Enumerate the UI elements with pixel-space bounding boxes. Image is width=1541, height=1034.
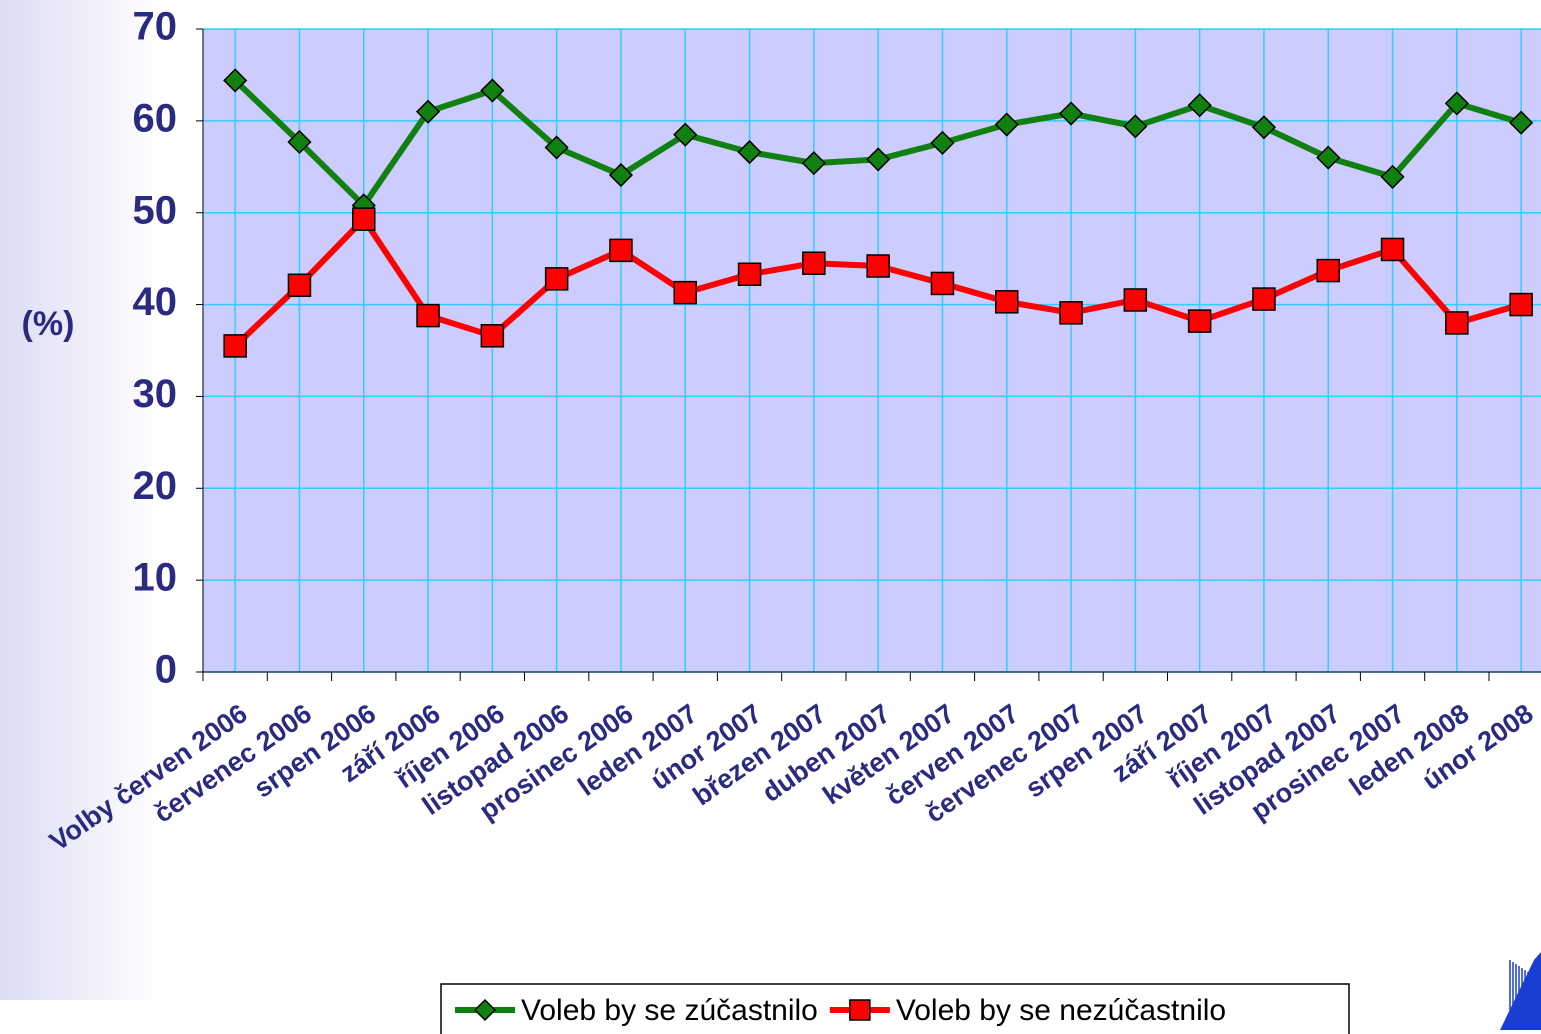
point xyxy=(737,262,762,287)
point xyxy=(866,254,890,278)
y-axis-label: (%) xyxy=(22,305,75,343)
legend-box xyxy=(440,983,1350,1034)
legend-marker xyxy=(473,998,497,1022)
y-tick-label: 30 xyxy=(133,372,178,416)
point xyxy=(673,280,697,305)
point xyxy=(352,207,376,231)
point xyxy=(480,324,505,348)
point xyxy=(1187,309,1212,333)
point xyxy=(223,334,247,358)
point xyxy=(1058,101,1084,126)
legend-marker xyxy=(849,999,871,1021)
point xyxy=(930,130,955,155)
point xyxy=(737,140,762,165)
point xyxy=(1445,311,1469,335)
point xyxy=(544,135,569,160)
point xyxy=(1252,287,1276,311)
point xyxy=(480,78,505,103)
point xyxy=(930,271,955,296)
point xyxy=(1123,288,1148,312)
point xyxy=(1380,164,1405,189)
point xyxy=(994,112,1019,137)
point xyxy=(287,129,312,155)
point xyxy=(223,68,248,93)
point xyxy=(415,99,441,124)
point xyxy=(1316,145,1341,170)
point xyxy=(801,151,826,176)
point xyxy=(802,251,826,275)
y-tick-label: 40 xyxy=(133,280,178,324)
y-tick-label: 20 xyxy=(133,464,178,508)
point xyxy=(1251,115,1277,140)
legend: Voleb by se zúčastnilo Voleb by se nezúča… xyxy=(440,983,1350,1034)
point xyxy=(1509,110,1534,135)
y-tick-label: 50 xyxy=(133,188,178,232)
point xyxy=(544,267,569,291)
point xyxy=(608,162,634,188)
point xyxy=(995,290,1019,314)
point xyxy=(673,122,698,147)
point xyxy=(609,238,633,263)
point xyxy=(1509,292,1533,317)
y-tick-label: 0 xyxy=(155,648,177,692)
point xyxy=(287,273,312,298)
point xyxy=(866,147,891,172)
y-tick-label: 60 xyxy=(133,96,178,140)
point xyxy=(1316,258,1340,283)
logo xyxy=(1500,952,1541,1030)
point xyxy=(1380,237,1405,262)
y-tick-label: 10 xyxy=(133,556,178,600)
legend-label: Voleb by se nezúčastnilo xyxy=(896,994,1226,1027)
point xyxy=(416,303,440,328)
logo-wedge xyxy=(1500,952,1541,1030)
legend-label: Voleb by se zúčastnilo xyxy=(521,994,818,1027)
plot-area xyxy=(203,29,1541,672)
side-band xyxy=(0,0,160,1000)
y-tick-label: 70 xyxy=(133,5,178,49)
point xyxy=(1187,93,1212,118)
point xyxy=(1123,114,1148,139)
point xyxy=(1444,91,1469,116)
point xyxy=(1059,301,1083,325)
